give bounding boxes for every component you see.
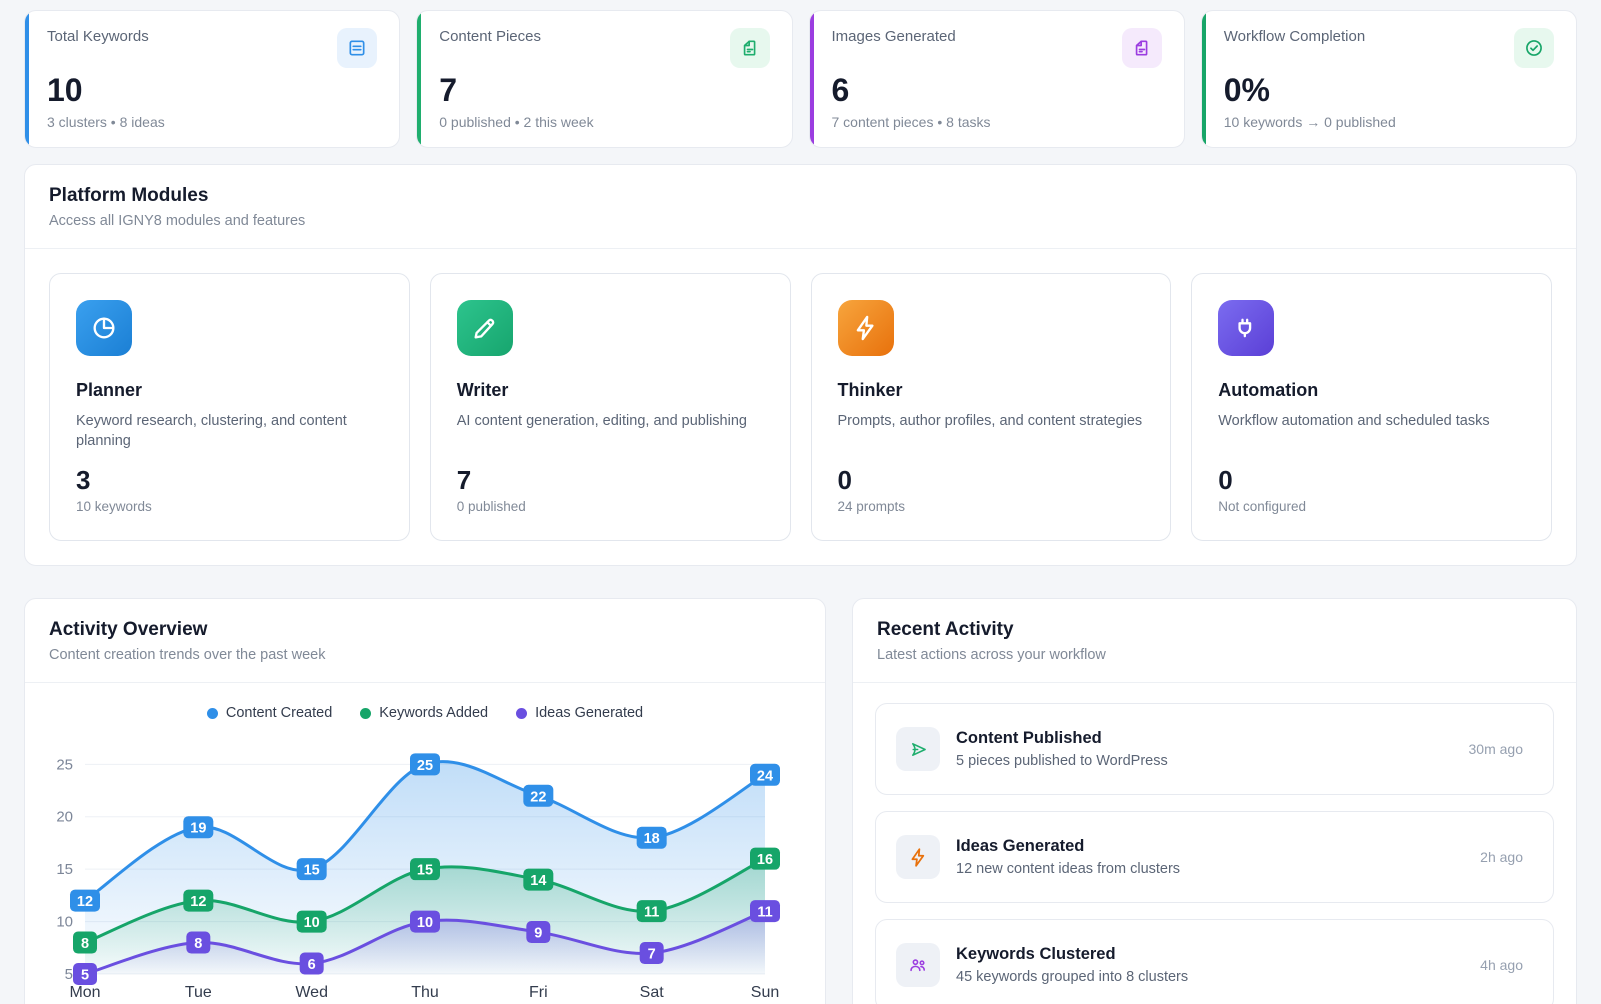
svg-text:7: 7	[648, 947, 656, 963]
svg-text:Fri: Fri	[529, 984, 548, 1001]
svg-text:15: 15	[417, 863, 433, 879]
svg-text:16: 16	[757, 852, 773, 868]
svg-text:25: 25	[56, 756, 73, 773]
svg-text:9: 9	[534, 926, 542, 942]
svg-text:8: 8	[194, 936, 202, 952]
svg-text:Thu: Thu	[411, 984, 439, 1001]
svg-text:Mon: Mon	[69, 984, 100, 1001]
svg-text:5: 5	[81, 968, 89, 984]
svg-text:10: 10	[417, 915, 433, 931]
svg-text:12: 12	[77, 894, 93, 910]
svg-text:19: 19	[190, 821, 206, 837]
svg-text:15: 15	[304, 863, 320, 879]
svg-text:Tue: Tue	[185, 984, 212, 1001]
svg-text:22: 22	[530, 789, 546, 805]
svg-text:14: 14	[530, 873, 546, 889]
svg-text:10: 10	[304, 915, 320, 931]
svg-text:15: 15	[56, 861, 73, 878]
svg-text:5: 5	[65, 966, 73, 983]
svg-text:12: 12	[190, 894, 206, 910]
svg-text:24: 24	[757, 768, 773, 784]
svg-text:6: 6	[308, 957, 316, 973]
svg-text:Sun: Sun	[751, 984, 779, 1001]
svg-text:25: 25	[417, 758, 433, 774]
svg-text:Sat: Sat	[640, 984, 665, 1001]
svg-text:8: 8	[81, 936, 89, 952]
svg-text:11: 11	[757, 905, 772, 921]
svg-text:Wed: Wed	[295, 984, 328, 1001]
svg-text:10: 10	[56, 914, 73, 931]
svg-text:18: 18	[644, 831, 660, 847]
svg-text:11: 11	[644, 905, 659, 921]
svg-text:20: 20	[56, 809, 73, 826]
